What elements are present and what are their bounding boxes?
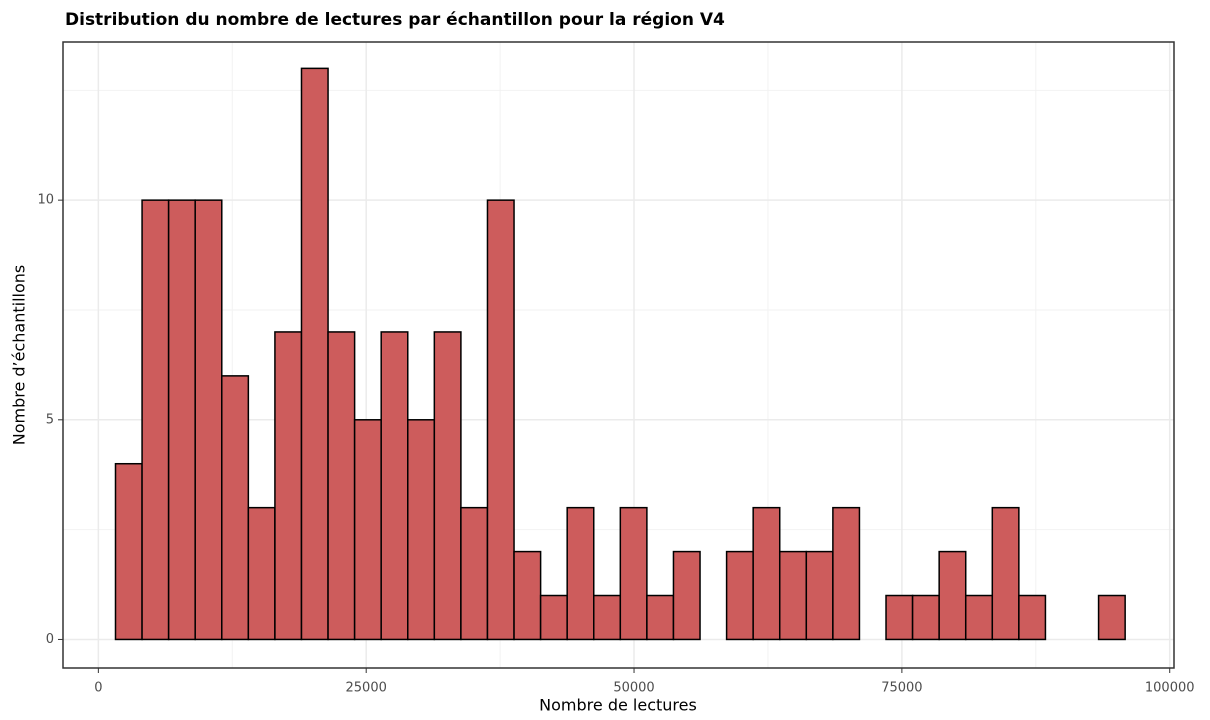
bar xyxy=(725,550,754,641)
bar xyxy=(593,594,622,641)
bar xyxy=(805,550,834,641)
bar xyxy=(911,594,940,641)
bar xyxy=(380,331,409,641)
x-tick-label: 25000 xyxy=(346,681,387,696)
bar xyxy=(274,331,303,641)
x-tick-label: 100000 xyxy=(1145,681,1195,696)
bar xyxy=(194,199,223,641)
bar xyxy=(566,506,595,641)
bar xyxy=(513,550,542,641)
bar xyxy=(964,594,994,641)
bar xyxy=(353,419,382,641)
y-axis-title: Nombre d’échantillons xyxy=(10,265,29,446)
bar xyxy=(167,199,196,641)
bar xyxy=(672,550,701,641)
bar xyxy=(300,67,329,641)
bar xyxy=(114,462,143,641)
bar xyxy=(752,506,781,641)
bar xyxy=(460,506,489,641)
bar xyxy=(1018,594,1047,641)
chart-title: Distribution du nombre de lectures par é… xyxy=(65,10,725,30)
bar xyxy=(778,550,808,641)
bar xyxy=(539,594,568,641)
bar xyxy=(619,506,648,641)
bar xyxy=(885,594,914,641)
bar xyxy=(1097,594,1126,641)
bar xyxy=(407,419,436,641)
bar xyxy=(486,199,515,641)
x-tick-label: 0 xyxy=(94,681,102,696)
bar xyxy=(247,506,276,641)
plot-border xyxy=(62,41,1175,669)
y-tick-label: 5 xyxy=(46,412,54,427)
y-tick-label: 0 xyxy=(46,632,54,647)
bar xyxy=(832,506,861,641)
x-tick-label: 75000 xyxy=(881,681,922,696)
bar xyxy=(991,506,1020,641)
bar xyxy=(327,331,356,641)
bar xyxy=(938,550,967,641)
bar xyxy=(141,199,170,641)
y-tick-label: 10 xyxy=(37,193,54,208)
x-axis-title: Nombre de lectures xyxy=(539,696,697,715)
bar xyxy=(221,375,250,641)
x-tick-label: 50000 xyxy=(613,681,654,696)
bar xyxy=(646,594,675,641)
bar xyxy=(433,331,462,641)
